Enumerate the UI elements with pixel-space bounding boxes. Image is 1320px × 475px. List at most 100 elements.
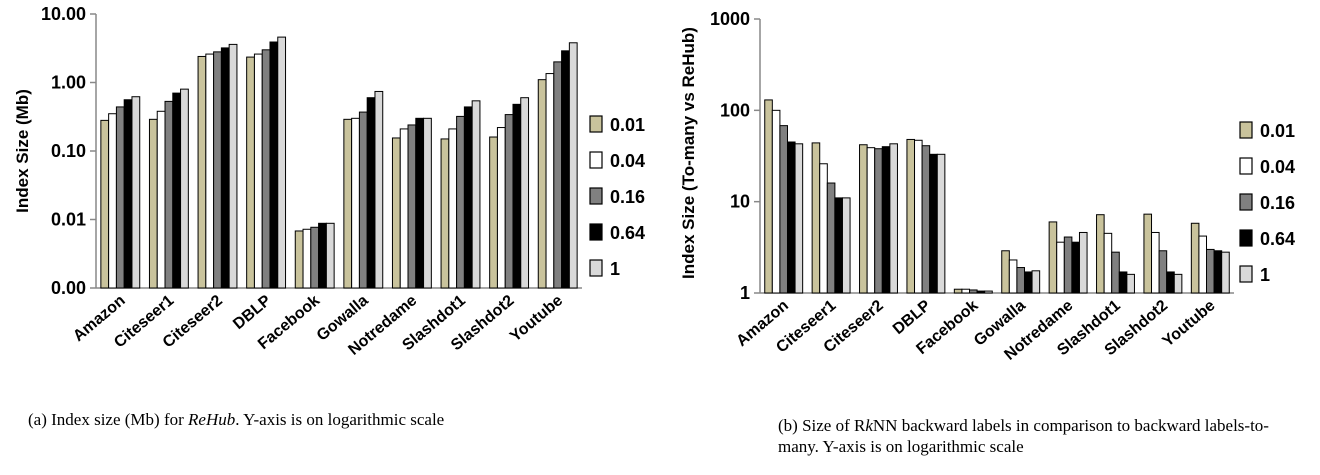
bar-citeseer2-1 [889, 143, 898, 294]
bar-amazon-0_64 [786, 141, 796, 294]
y-tick-label: 0.10 [51, 141, 86, 161]
bar-youtube-0_64 [561, 50, 570, 289]
y-tick-label: 10 [730, 192, 750, 212]
caption-b-part-1: (b) Size of R [778, 416, 866, 435]
legend-swatch [589, 115, 603, 133]
y-tick-label: 1 [740, 283, 750, 303]
y-axis-label: Index Size (Mb) [13, 89, 32, 213]
bar-amazon-0_01 [100, 119, 110, 289]
caption-a-part-2: ReHub [187, 410, 235, 429]
x-tick-label: Youtube [507, 292, 566, 345]
bar-dblp-0_01 [906, 138, 916, 294]
bar-citeseer2-0_16 [874, 148, 883, 294]
bar-facebook-0_01 [294, 230, 304, 289]
bar-citeseer2-0_16 [213, 51, 222, 289]
bar-youtube-0_16 [1206, 248, 1215, 294]
bar-slashdot1-0_04 [1103, 232, 1113, 294]
bar-citeseer1-0_04 [156, 110, 166, 289]
caption-b-part-2: k [865, 416, 873, 435]
bar-citeseer1-0_16 [164, 100, 174, 289]
bar-slashdot2-0_04 [496, 127, 506, 289]
bar-citeseer1-0_04 [819, 163, 828, 294]
bar-youtube-0_04 [545, 73, 555, 289]
bar-gowalla-0_16 [358, 111, 368, 289]
legend-label: 0.16 [610, 187, 645, 207]
bar-facebook-0_04 [302, 228, 312, 289]
bar-dblp-0_16 [921, 145, 931, 294]
bar-notredame-0_64 [415, 117, 425, 289]
legend-label: 0.04 [1260, 157, 1295, 177]
bar-slashdot2-0_01 [489, 136, 498, 289]
bar-citeseer1-1 [180, 88, 189, 289]
caption-b-part-3: NN backward labels in comparison to back… [778, 416, 1269, 456]
bar-slashdot2-0_64 [512, 103, 522, 289]
legend-label: 0.16 [1260, 193, 1295, 213]
bar-slashdot2-0_01 [1143, 213, 1153, 294]
bar-gowalla-0_01 [343, 118, 353, 289]
legend-swatch [589, 259, 603, 277]
bar-citeseer1-0_01 [148, 118, 158, 289]
bar-amazon-0_16 [779, 125, 788, 294]
bar-gowalla-0_01 [1001, 250, 1010, 294]
bar-gowalla-1 [374, 90, 384, 289]
caption-a-part-1: (a) Index size (Mb) for [28, 410, 188, 429]
bar-slashdot2-1 [520, 97, 530, 289]
legend-swatch [589, 187, 603, 205]
legend-swatch [1239, 193, 1253, 211]
bar-notredame-0_16 [1063, 236, 1073, 294]
bar-slashdot1-1 [471, 100, 481, 289]
legend-label: 0.01 [610, 115, 645, 135]
legend-swatch [589, 151, 603, 169]
bar-amazon-0_01 [764, 99, 773, 294]
bar-citeseer2-0_01 [197, 55, 207, 289]
bar-citeseer1-1 [841, 197, 851, 294]
bar-slashdot2-0_16 [504, 114, 514, 289]
bar-gowalla-1 [1031, 270, 1041, 294]
bar-notredame-0_16 [407, 124, 417, 289]
bar-dblp-1 [936, 153, 946, 294]
bar-amazon-0_64 [123, 99, 133, 289]
caption-a-part-3: . Y-axis is on logarithmic scale [235, 410, 444, 429]
bar-amazon-0_16 [115, 106, 125, 289]
bar-citeseer2-0_04 [205, 53, 215, 289]
legend-swatch [1239, 121, 1253, 139]
y-axis-label: Index Size (To-many vs ReHub) [679, 27, 698, 279]
bar-facebook-1 [984, 290, 993, 294]
y-tick-label: 1000 [710, 9, 750, 29]
legend-label: 0.04 [610, 151, 645, 171]
bar-notredame-0_04 [1056, 241, 1065, 294]
legend-label: 0.64 [1260, 229, 1295, 249]
legend-swatch [1239, 229, 1253, 247]
bar-gowalla-0_16 [1016, 267, 1025, 294]
bar-facebook-1 [325, 222, 335, 289]
y-tick-label: 10.00 [41, 4, 86, 24]
bar-citeseer1-0_64 [834, 197, 843, 294]
bar-facebook-0_16 [969, 289, 978, 294]
bar-youtube-1 [1221, 251, 1230, 294]
bar-youtube-1 [568, 42, 578, 289]
bar-facebook-0_64 [976, 290, 986, 294]
bar-citeseer2-1 [228, 43, 238, 289]
bar-slashdot2-0_04 [1151, 231, 1160, 294]
y-tick-label: 100 [720, 100, 750, 120]
y-tick-label: 0.01 [51, 210, 86, 230]
legend-swatch [1239, 157, 1253, 175]
x-tick-label: Youtube [1160, 297, 1219, 350]
legend-label: 0.64 [610, 223, 645, 243]
bar-dblp-0_04 [914, 139, 923, 294]
bar-slashdot1-0_16 [456, 115, 465, 289]
bar-gowalla-0_64 [366, 97, 376, 289]
y-tick-label: 1.00 [51, 73, 86, 93]
legend-swatch [589, 223, 603, 241]
bar-notredame-1 [1078, 231, 1088, 294]
x-tick-label: DBLP [230, 292, 275, 333]
bar-notredame-0_64 [1071, 241, 1080, 294]
bar-citeseer1-0_64 [172, 92, 182, 289]
bar-dblp-0_04 [253, 53, 263, 289]
bar-amazon-1 [794, 143, 804, 294]
bar-youtube-0_01 [537, 79, 547, 289]
bar-slashdot1-0_01 [440, 138, 450, 289]
